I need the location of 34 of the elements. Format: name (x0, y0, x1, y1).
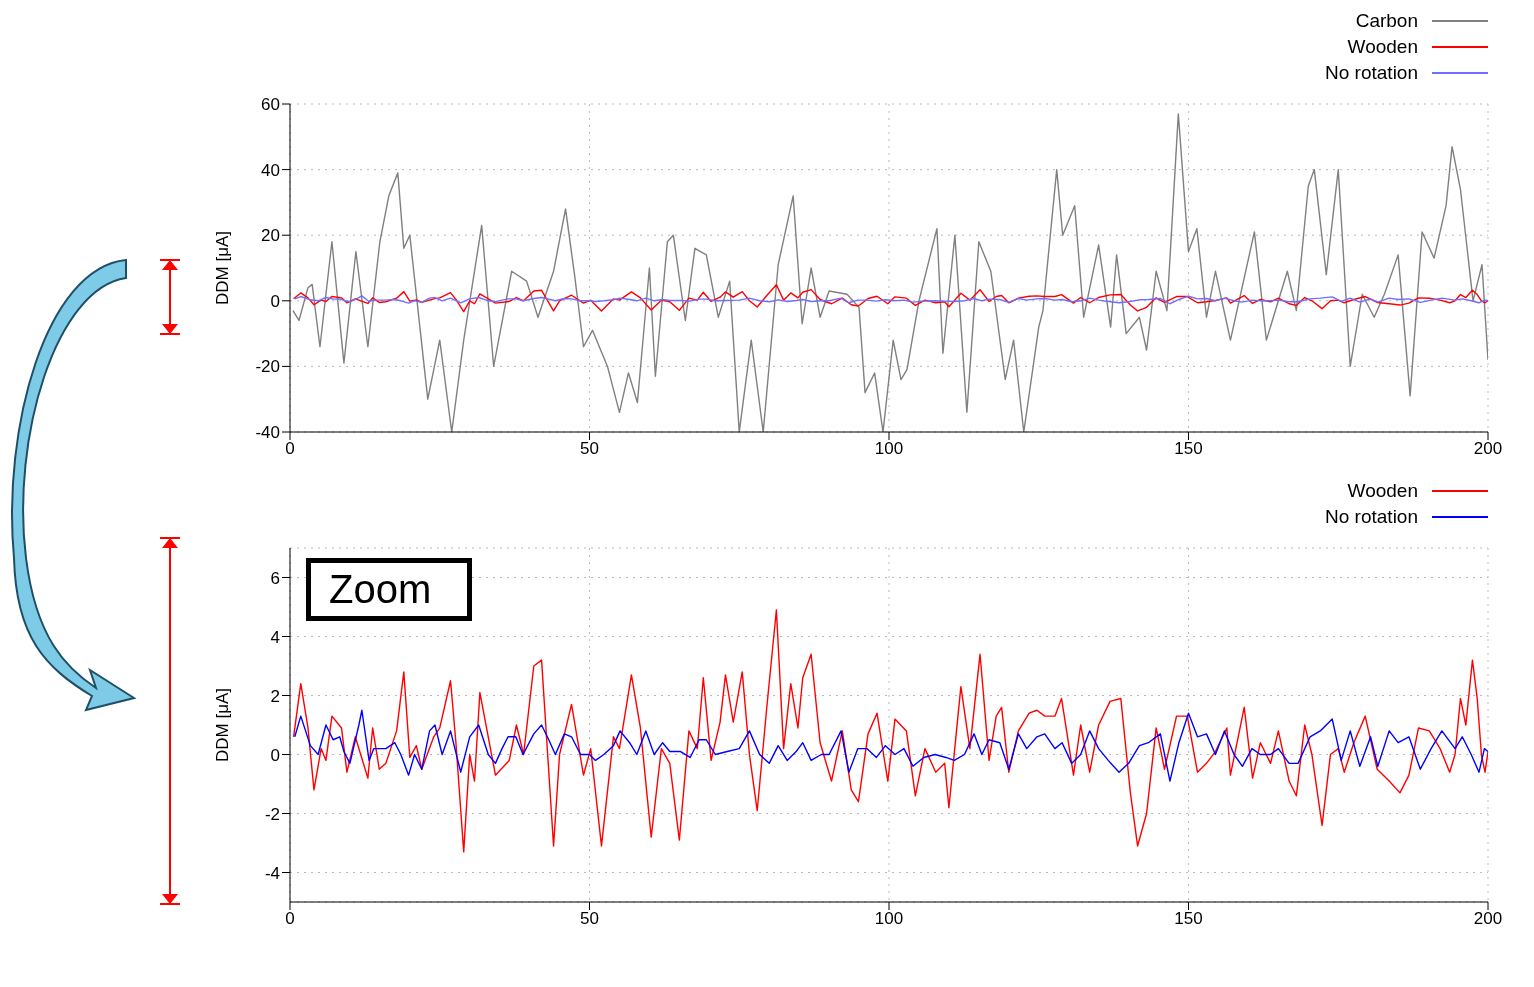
y-tick-label: -2 (264, 804, 280, 824)
y-axis-title: DDM [μA] (213, 230, 233, 306)
x-tick-label: 50 (580, 439, 599, 459)
y-axis-title: DDM [μA] (213, 687, 233, 763)
x-tick-label: 50 (580, 909, 599, 929)
x-tick-label: 100 (874, 909, 904, 929)
legend-label: Wooden (1347, 35, 1418, 59)
annotation: Zoom (306, 558, 473, 621)
x-tick-label: 0 (285, 909, 295, 929)
line-series (292, 284, 1488, 313)
y-tick-label: 6 (270, 568, 280, 588)
legend-label: No rotation (1325, 61, 1418, 85)
y-tick-label: 4 (270, 627, 280, 647)
line-series (294, 709, 1488, 782)
x-tick-label: 150 (1174, 909, 1203, 929)
y-tick-label: -4 (264, 863, 280, 883)
y-tick-label: -40 (255, 423, 280, 443)
line-series (294, 295, 1488, 305)
x-tick-label: 100 (874, 439, 904, 459)
y-tick-label: 0 (270, 291, 280, 311)
y-tick-label: 0 (270, 745, 280, 765)
y-tick-label: 40 (261, 160, 280, 180)
y-tick-label: 60 (261, 95, 280, 115)
legend-label: Carbon (1355, 9, 1418, 33)
legend-label: No rotation (1325, 505, 1418, 529)
x-tick-label: 150 (1174, 439, 1203, 459)
y-tick-label: 20 (261, 226, 280, 246)
x-tick-label: 200 (1473, 909, 1503, 929)
line-series (292, 609, 1488, 853)
x-tick-label: 0 (285, 439, 295, 459)
x-tick-label: 200 (1473, 439, 1503, 459)
legend-label: Wooden (1347, 479, 1418, 503)
y-tick-label: -20 (255, 357, 280, 377)
y-tick-label: 2 (270, 686, 280, 706)
